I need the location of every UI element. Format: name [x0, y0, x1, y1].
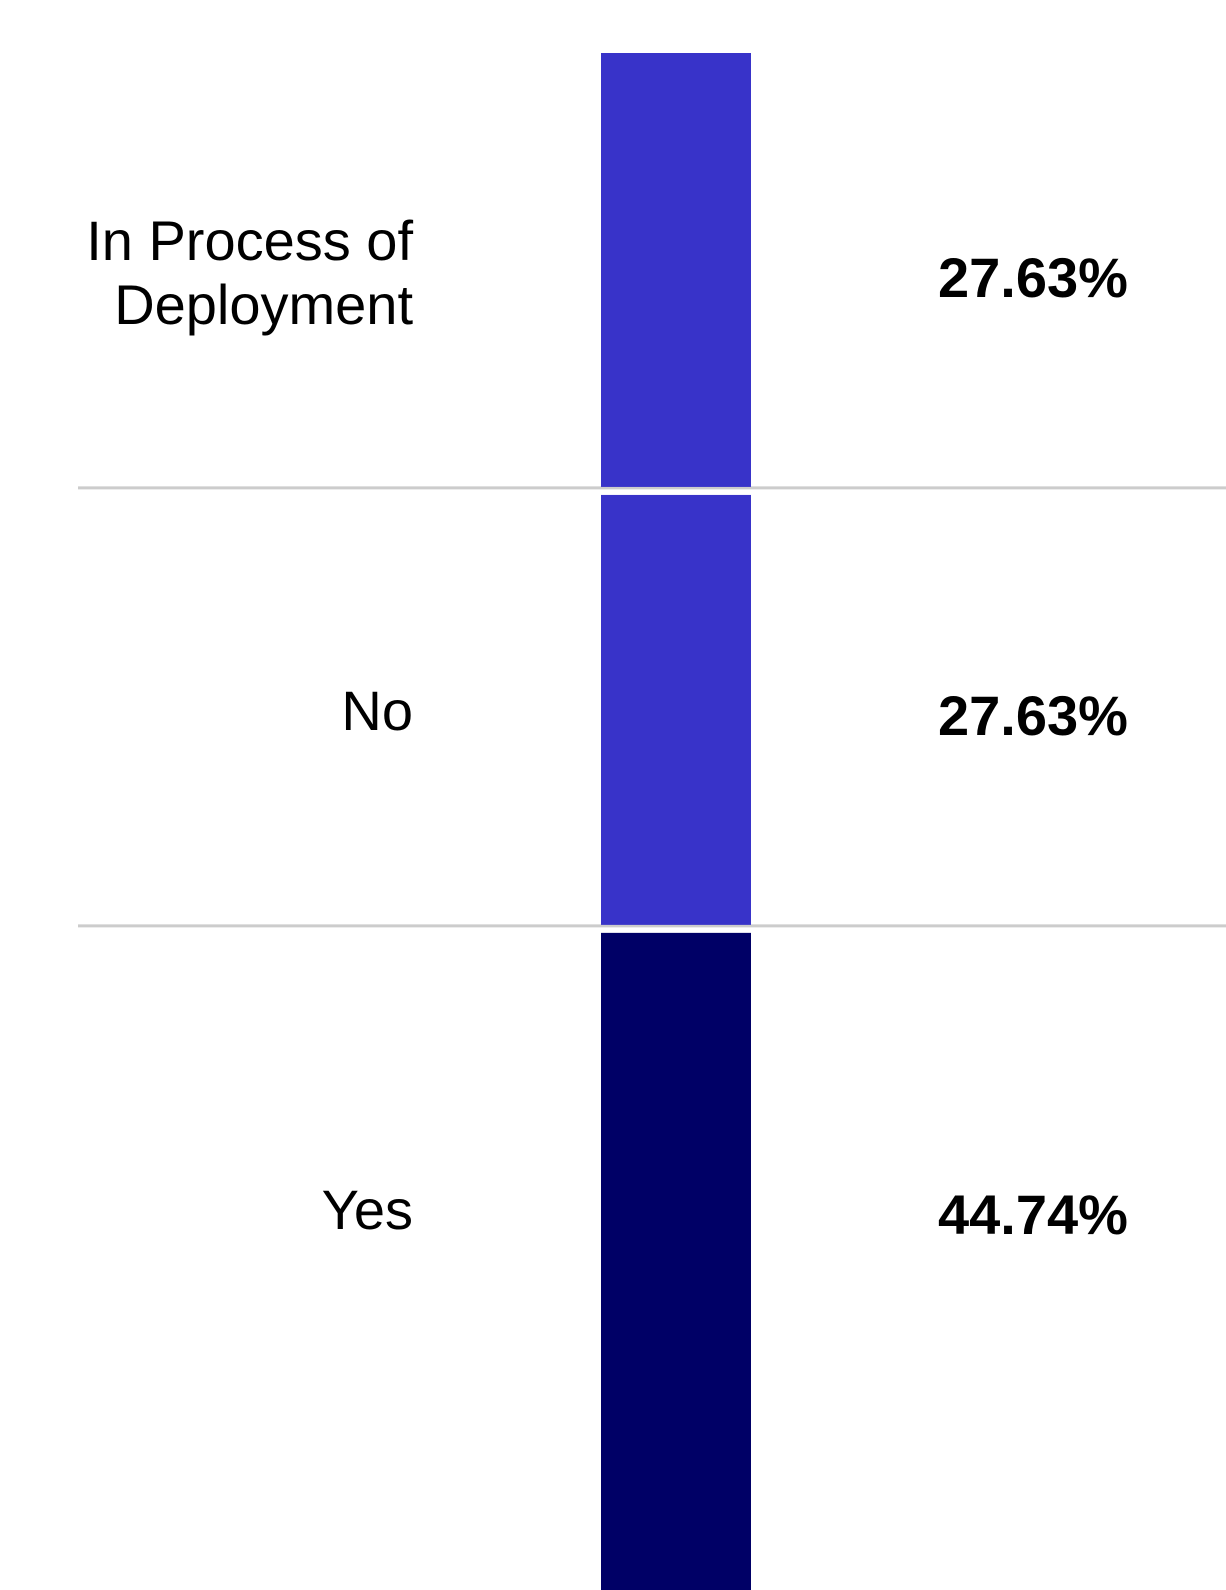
bar-segment — [601, 53, 751, 487]
bar-segment — [601, 932, 751, 1590]
value-label: 27.63% — [938, 684, 1128, 747]
value-label: 27.63% — [938, 246, 1128, 309]
category-label: Yes — [322, 1178, 413, 1241]
category-label: No — [341, 679, 413, 742]
category-label: In Process of Deployment — [86, 209, 413, 336]
value-label: 44.74% — [938, 1183, 1128, 1246]
bar-segment — [601, 494, 751, 925]
